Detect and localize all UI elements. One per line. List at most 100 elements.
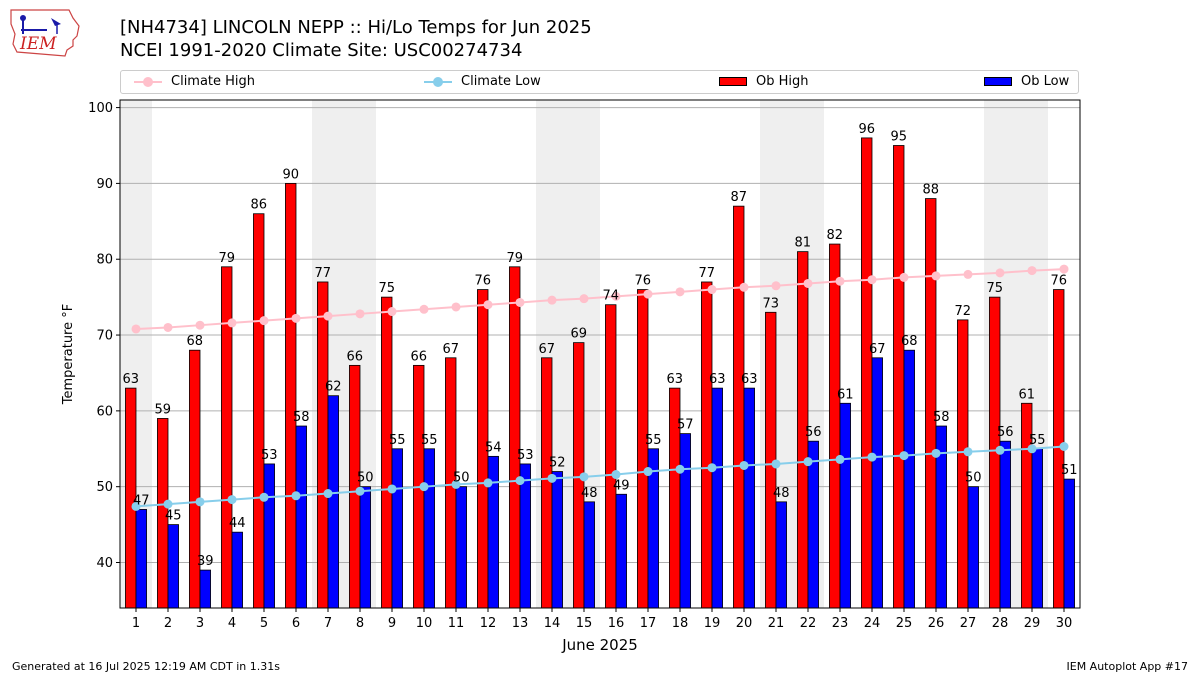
ob-high-value-label: 86 bbox=[250, 198, 267, 213]
chart-subtitle: NCEI 1991-2020 Climate Site: USC00274734 bbox=[120, 40, 523, 61]
x-tick-label: 24 bbox=[864, 616, 881, 631]
x-tick-label: 5 bbox=[260, 616, 268, 631]
ob-low-bar bbox=[1031, 448, 1043, 609]
x-tick-label: 2 bbox=[164, 616, 172, 631]
ob-high-value-label: 96 bbox=[858, 122, 875, 137]
climate-low-point bbox=[451, 479, 461, 489]
x-tick-label: 12 bbox=[480, 616, 497, 631]
ob-high-bar bbox=[381, 296, 393, 609]
climate-low-point bbox=[195, 497, 205, 507]
ob-high-bar bbox=[701, 281, 713, 609]
climate-high-point bbox=[579, 294, 589, 304]
ob-high-value-label: 68 bbox=[186, 334, 203, 349]
climate-high-point bbox=[387, 307, 397, 317]
ob-high-value-label: 63 bbox=[666, 372, 683, 387]
climate-high-point bbox=[131, 324, 141, 334]
ob-low-value-label: 67 bbox=[869, 342, 886, 357]
climate-low-point bbox=[227, 495, 237, 505]
climate-high-point bbox=[643, 289, 653, 299]
x-tick-label: 25 bbox=[896, 616, 913, 631]
legend-marker-ob-high bbox=[719, 77, 747, 86]
climate-high-point bbox=[547, 295, 557, 305]
x-tick-label: 17 bbox=[640, 616, 657, 631]
x-tick-label: 14 bbox=[544, 616, 561, 631]
ob-low-value-label: 58 bbox=[933, 410, 950, 425]
climate-low-point bbox=[291, 491, 301, 501]
ob-high-bar bbox=[605, 304, 617, 609]
ob-high-bar bbox=[253, 213, 265, 609]
ob-low-value-label: 48 bbox=[581, 486, 598, 501]
climate-high-point bbox=[707, 285, 717, 295]
climate-high-point bbox=[835, 276, 845, 286]
climate-high-point bbox=[419, 304, 429, 314]
app-credit: IEM Autoplot App #17 bbox=[1066, 660, 1189, 673]
climate-high-point bbox=[963, 269, 973, 279]
ob-high-value-label: 74 bbox=[602, 289, 619, 304]
x-tick-label: 27 bbox=[960, 616, 977, 631]
ob-high-value-label: 76 bbox=[1050, 274, 1067, 289]
ob-low-value-label: 55 bbox=[421, 433, 438, 448]
ob-low-bar bbox=[999, 440, 1011, 609]
ob-high-value-label: 69 bbox=[570, 327, 587, 342]
ob-high-bar bbox=[861, 137, 873, 609]
x-tick-label: 1 bbox=[132, 616, 140, 631]
ob-high-bar bbox=[285, 183, 297, 609]
chart-title: [NH4734] LINCOLN NEPP :: Hi/Lo Temps for… bbox=[120, 17, 592, 38]
ob-low-value-label: 62 bbox=[325, 380, 342, 395]
ob-low-value-label: 53 bbox=[517, 448, 534, 463]
ob-low-value-label: 55 bbox=[645, 433, 662, 448]
climate-low-point bbox=[835, 454, 845, 464]
ob-high-value-label: 82 bbox=[826, 228, 843, 243]
ob-low-value-label: 50 bbox=[965, 471, 982, 486]
y-tick-label: 40 bbox=[96, 556, 113, 571]
ob-low-value-label: 44 bbox=[229, 516, 246, 531]
y-tick-label: 50 bbox=[96, 480, 113, 495]
ob-low-bar bbox=[263, 463, 275, 609]
ob-high-bar bbox=[349, 364, 361, 609]
ob-high-bar bbox=[893, 145, 905, 609]
ob-low-value-label: 61 bbox=[837, 387, 854, 402]
legend-label-ob-low: Ob Low bbox=[1021, 74, 1070, 89]
climate-low-point bbox=[867, 452, 877, 462]
ob-high-bar bbox=[829, 243, 841, 609]
generated-timestamp: Generated at 16 Jul 2025 12:19 AM CDT in… bbox=[12, 660, 280, 673]
ob-low-bar bbox=[519, 463, 531, 609]
y-axis-ticks: 40 50 60 70 80 90 100 bbox=[88, 101, 120, 571]
climate-high-point bbox=[931, 271, 941, 281]
x-tick-label: 16 bbox=[608, 616, 625, 631]
ob-high-value-label: 66 bbox=[346, 349, 363, 364]
y-tick-label: 100 bbox=[88, 101, 113, 116]
y-tick-label: 60 bbox=[96, 404, 113, 419]
climate-high-point bbox=[323, 311, 333, 321]
x-tick-label: 20 bbox=[736, 616, 753, 631]
ob-high-bar bbox=[957, 319, 969, 609]
ob-low-bar bbox=[679, 433, 691, 609]
x-tick-label: 22 bbox=[800, 616, 817, 631]
climate-high-point bbox=[995, 268, 1005, 278]
legend-label-climate-low: Climate Low bbox=[461, 74, 541, 89]
ob-low-value-label: 58 bbox=[293, 410, 310, 425]
x-tick-label: 15 bbox=[576, 616, 593, 631]
ob-high-bar bbox=[509, 266, 521, 609]
x-tick-label: 8 bbox=[356, 616, 364, 631]
ob-low-value-label: 55 bbox=[389, 433, 406, 448]
ob-high-value-label: 72 bbox=[954, 304, 971, 319]
ob-high-value-label: 75 bbox=[378, 281, 395, 296]
ob-high-value-label: 67 bbox=[442, 342, 459, 357]
y-tick-label: 90 bbox=[96, 177, 113, 192]
x-tick-label: 6 bbox=[292, 616, 300, 631]
climate-low-point bbox=[131, 501, 141, 511]
legend-label-ob-high: Ob High bbox=[756, 74, 809, 89]
climate-high-point bbox=[899, 272, 909, 282]
climate-high-point bbox=[451, 302, 461, 312]
legend-item-ob-high: Ob High bbox=[719, 74, 809, 89]
y-tick-label: 80 bbox=[96, 253, 113, 268]
legend-marker-climate-low bbox=[424, 75, 452, 89]
ob-high-bar bbox=[733, 205, 745, 609]
ob-high-value-label: 59 bbox=[154, 402, 171, 417]
iem-logo: IEM bbox=[7, 4, 85, 64]
climate-high-point bbox=[483, 300, 493, 310]
ob-low-value-label: 54 bbox=[485, 440, 502, 455]
ob-high-value-label: 88 bbox=[922, 183, 939, 198]
ob-low-bar bbox=[391, 448, 403, 609]
